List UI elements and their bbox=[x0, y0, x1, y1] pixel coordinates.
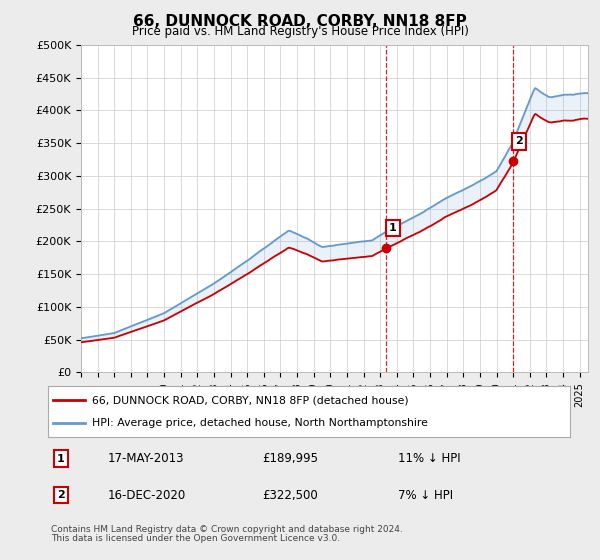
Text: 7% ↓ HPI: 7% ↓ HPI bbox=[398, 489, 453, 502]
Text: £322,500: £322,500 bbox=[262, 489, 318, 502]
Text: HPI: Average price, detached house, North Northamptonshire: HPI: Average price, detached house, Nort… bbox=[92, 418, 428, 428]
Text: Contains HM Land Registry data © Crown copyright and database right 2024.: Contains HM Land Registry data © Crown c… bbox=[51, 525, 403, 534]
Text: 11% ↓ HPI: 11% ↓ HPI bbox=[398, 452, 460, 465]
Text: 1: 1 bbox=[389, 223, 397, 234]
Text: 66, DUNNOCK ROAD, CORBY, NN18 8FP: 66, DUNNOCK ROAD, CORBY, NN18 8FP bbox=[133, 14, 467, 29]
Text: This data is licensed under the Open Government Licence v3.0.: This data is licensed under the Open Gov… bbox=[51, 534, 340, 543]
Text: 1: 1 bbox=[57, 454, 65, 464]
Text: 2: 2 bbox=[515, 137, 523, 147]
Text: Price paid vs. HM Land Registry's House Price Index (HPI): Price paid vs. HM Land Registry's House … bbox=[131, 25, 469, 38]
Text: £189,995: £189,995 bbox=[262, 452, 318, 465]
Text: 2: 2 bbox=[57, 490, 65, 500]
Text: 17-MAY-2013: 17-MAY-2013 bbox=[108, 452, 185, 465]
Text: 16-DEC-2020: 16-DEC-2020 bbox=[108, 489, 186, 502]
Text: 66, DUNNOCK ROAD, CORBY, NN18 8FP (detached house): 66, DUNNOCK ROAD, CORBY, NN18 8FP (detac… bbox=[92, 395, 409, 405]
